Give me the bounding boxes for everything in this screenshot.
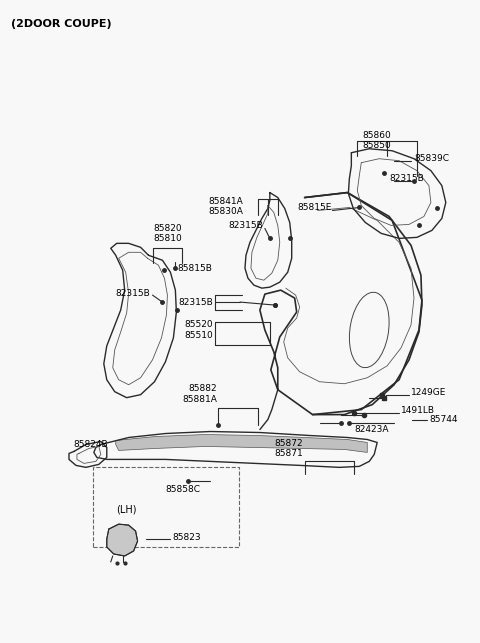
Text: 85815E: 85815E bbox=[297, 203, 332, 212]
Text: 1249GE: 1249GE bbox=[411, 388, 446, 397]
Text: (LH): (LH) bbox=[116, 504, 136, 514]
Text: 85839C: 85839C bbox=[414, 154, 449, 163]
Text: 85858C: 85858C bbox=[166, 485, 201, 494]
Polygon shape bbox=[116, 435, 367, 453]
Text: 85744: 85744 bbox=[429, 415, 457, 424]
Text: 85820
85810: 85820 85810 bbox=[154, 224, 182, 243]
Text: 85882
85881A: 85882 85881A bbox=[182, 385, 217, 404]
Text: (2DOOR COUPE): (2DOOR COUPE) bbox=[12, 19, 112, 30]
Text: 85824B: 85824B bbox=[73, 440, 108, 449]
FancyBboxPatch shape bbox=[94, 467, 239, 547]
Text: 82315B: 82315B bbox=[179, 298, 213, 307]
Text: 85823: 85823 bbox=[172, 532, 201, 541]
Text: 82315B: 82315B bbox=[389, 174, 424, 183]
Text: 85841A
85830A: 85841A 85830A bbox=[208, 197, 243, 216]
Text: 85872
85871: 85872 85871 bbox=[274, 439, 302, 458]
Text: 82315B: 82315B bbox=[228, 221, 263, 230]
Text: 1491LB: 1491LB bbox=[401, 406, 435, 415]
Polygon shape bbox=[107, 524, 138, 556]
Text: 82423A: 82423A bbox=[354, 425, 389, 434]
Text: 85520
85510: 85520 85510 bbox=[184, 320, 213, 340]
Text: 85860
85850: 85860 85850 bbox=[362, 131, 391, 150]
Text: 85815B: 85815B bbox=[178, 264, 212, 273]
Text: 82315B: 82315B bbox=[116, 289, 151, 298]
